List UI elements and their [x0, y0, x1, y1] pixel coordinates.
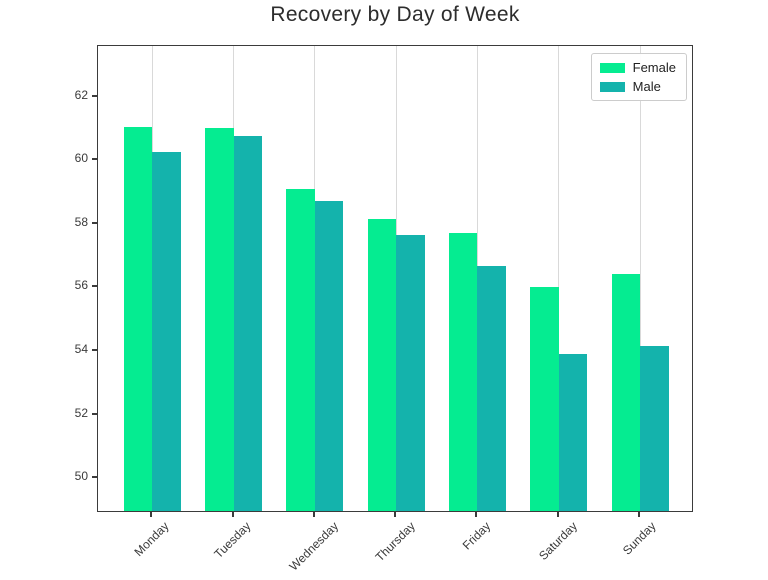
xtick-mark-thursday — [394, 512, 397, 517]
ytick-label-60: 60 — [74, 151, 88, 166]
ytick-label-56: 56 — [74, 278, 88, 293]
legend-label-male: Male — [632, 79, 661, 94]
bar-wednesday-male — [314, 201, 344, 511]
xtick-mark-wednesday — [312, 512, 315, 517]
xtick-label-thursday: Thursday — [372, 519, 418, 565]
ytick-mark-56 — [92, 285, 97, 288]
bar-friday-female — [448, 233, 478, 511]
xtick-mark-monday — [150, 512, 153, 517]
xtick-mark-friday — [475, 512, 478, 517]
xtick-mark-saturday — [556, 512, 559, 517]
xtick-label-sunday: Sunday — [619, 519, 659, 558]
bar-sunday-male — [640, 345, 669, 511]
xtick-label-monday: Monday — [131, 519, 172, 560]
ytick-label-54: 54 — [74, 341, 88, 356]
xtick-label-wednesday: Wednesday — [286, 519, 342, 574]
legend-entry-male: Male — [599, 79, 676, 94]
gridline-saturday — [558, 46, 560, 511]
legend: Female Male — [590, 53, 687, 101]
ytick-label-58: 58 — [74, 214, 88, 229]
bar-sunday-female — [611, 274, 641, 511]
ytick-mark-58 — [92, 221, 97, 224]
bar-saturday-male — [558, 353, 588, 511]
chart-title: Recovery by Day of Week — [270, 3, 520, 26]
ytick-label-50: 50 — [74, 469, 88, 484]
bar-wednesday-female — [286, 188, 315, 511]
xtick-label-tuesday: Tuesday — [211, 519, 254, 562]
bar-thursday-female — [367, 218, 397, 511]
legend-swatch-male-icon — [599, 81, 625, 92]
gridline-sunday — [639, 46, 641, 511]
bar-thursday-male — [396, 234, 425, 511]
bar-tuesday-male — [233, 136, 263, 511]
xtick-label-saturday: Saturday — [535, 519, 580, 563]
xtick-label-friday: Friday — [459, 519, 494, 553]
plot-area: Female Male — [97, 45, 693, 512]
legend-entry-female: Female — [599, 60, 676, 75]
xtick-mark-sunday — [638, 512, 641, 517]
bar-monday-female — [123, 126, 153, 511]
ytick-mark-62 — [92, 94, 97, 97]
legend-label-female: Female — [632, 60, 676, 75]
ytick-label-52: 52 — [74, 405, 88, 420]
bar-tuesday-female — [205, 128, 234, 511]
ytick-mark-60 — [92, 158, 97, 161]
legend-swatch-female-icon — [599, 62, 625, 73]
xtick-mark-tuesday — [231, 512, 234, 517]
ytick-mark-52 — [92, 412, 97, 415]
bar-saturday-female — [530, 287, 559, 511]
ytick-mark-54 — [92, 348, 97, 351]
ytick-label-62: 62 — [74, 87, 88, 102]
bar-friday-male — [477, 266, 506, 511]
ytick-mark-50 — [92, 476, 97, 479]
bar-monday-male — [152, 152, 181, 511]
